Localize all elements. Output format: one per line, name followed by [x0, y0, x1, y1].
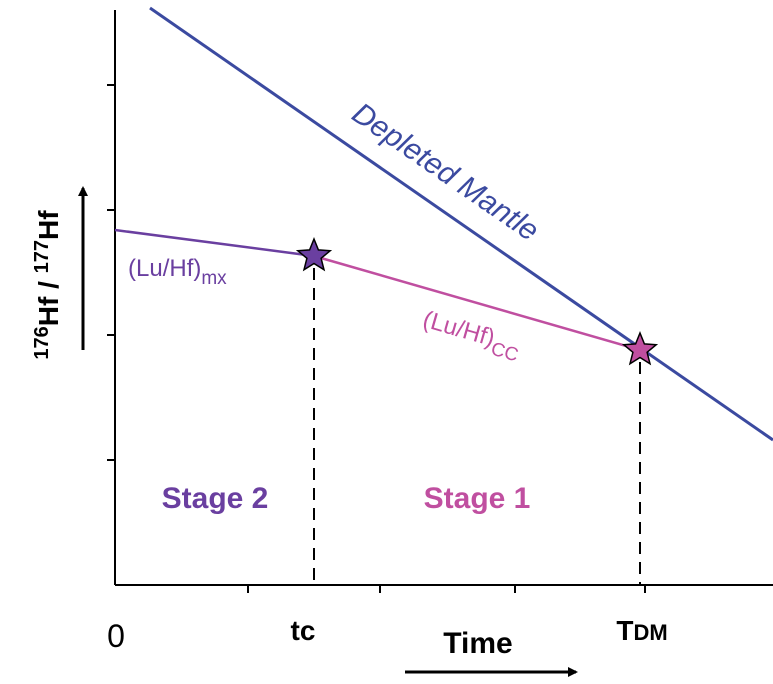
label-sub: DM — [633, 620, 667, 645]
stage1-line — [313, 254, 641, 352]
x-axis-title: Time — [443, 627, 512, 660]
label-sub: mx — [201, 268, 227, 289]
cc-label: (Lu/Hf)CC — [418, 306, 524, 366]
star — [621, 330, 659, 366]
label-main: T — [616, 615, 633, 646]
label-sub: CC — [488, 339, 520, 367]
sup: 177 — [31, 240, 53, 273]
stage1-label: Stage 1 — [424, 482, 531, 515]
stage2-line — [114, 228, 315, 258]
tc-label: tc — [291, 615, 316, 646]
star — [295, 236, 333, 272]
label-main: (Lu/Hf) — [420, 306, 498, 352]
main: Hf / — [33, 273, 64, 326]
y-axis-title: 176Hf / 177Hf — [31, 210, 64, 360]
depleted-mantle-line — [149, 6, 773, 442]
main: Hf — [33, 210, 64, 240]
label-main: (Lu/Hf) — [128, 255, 201, 282]
tdm-label: TDM — [616, 615, 667, 646]
stage2-label: Stage 2 — [162, 482, 269, 515]
x-origin-label: 0 — [107, 618, 125, 654]
mx-label: (Lu/Hf)mx — [128, 255, 227, 289]
sup: 176 — [31, 326, 53, 359]
depleted-mantle-label: Depleted Mantle — [346, 97, 545, 248]
axes — [107, 10, 773, 593]
